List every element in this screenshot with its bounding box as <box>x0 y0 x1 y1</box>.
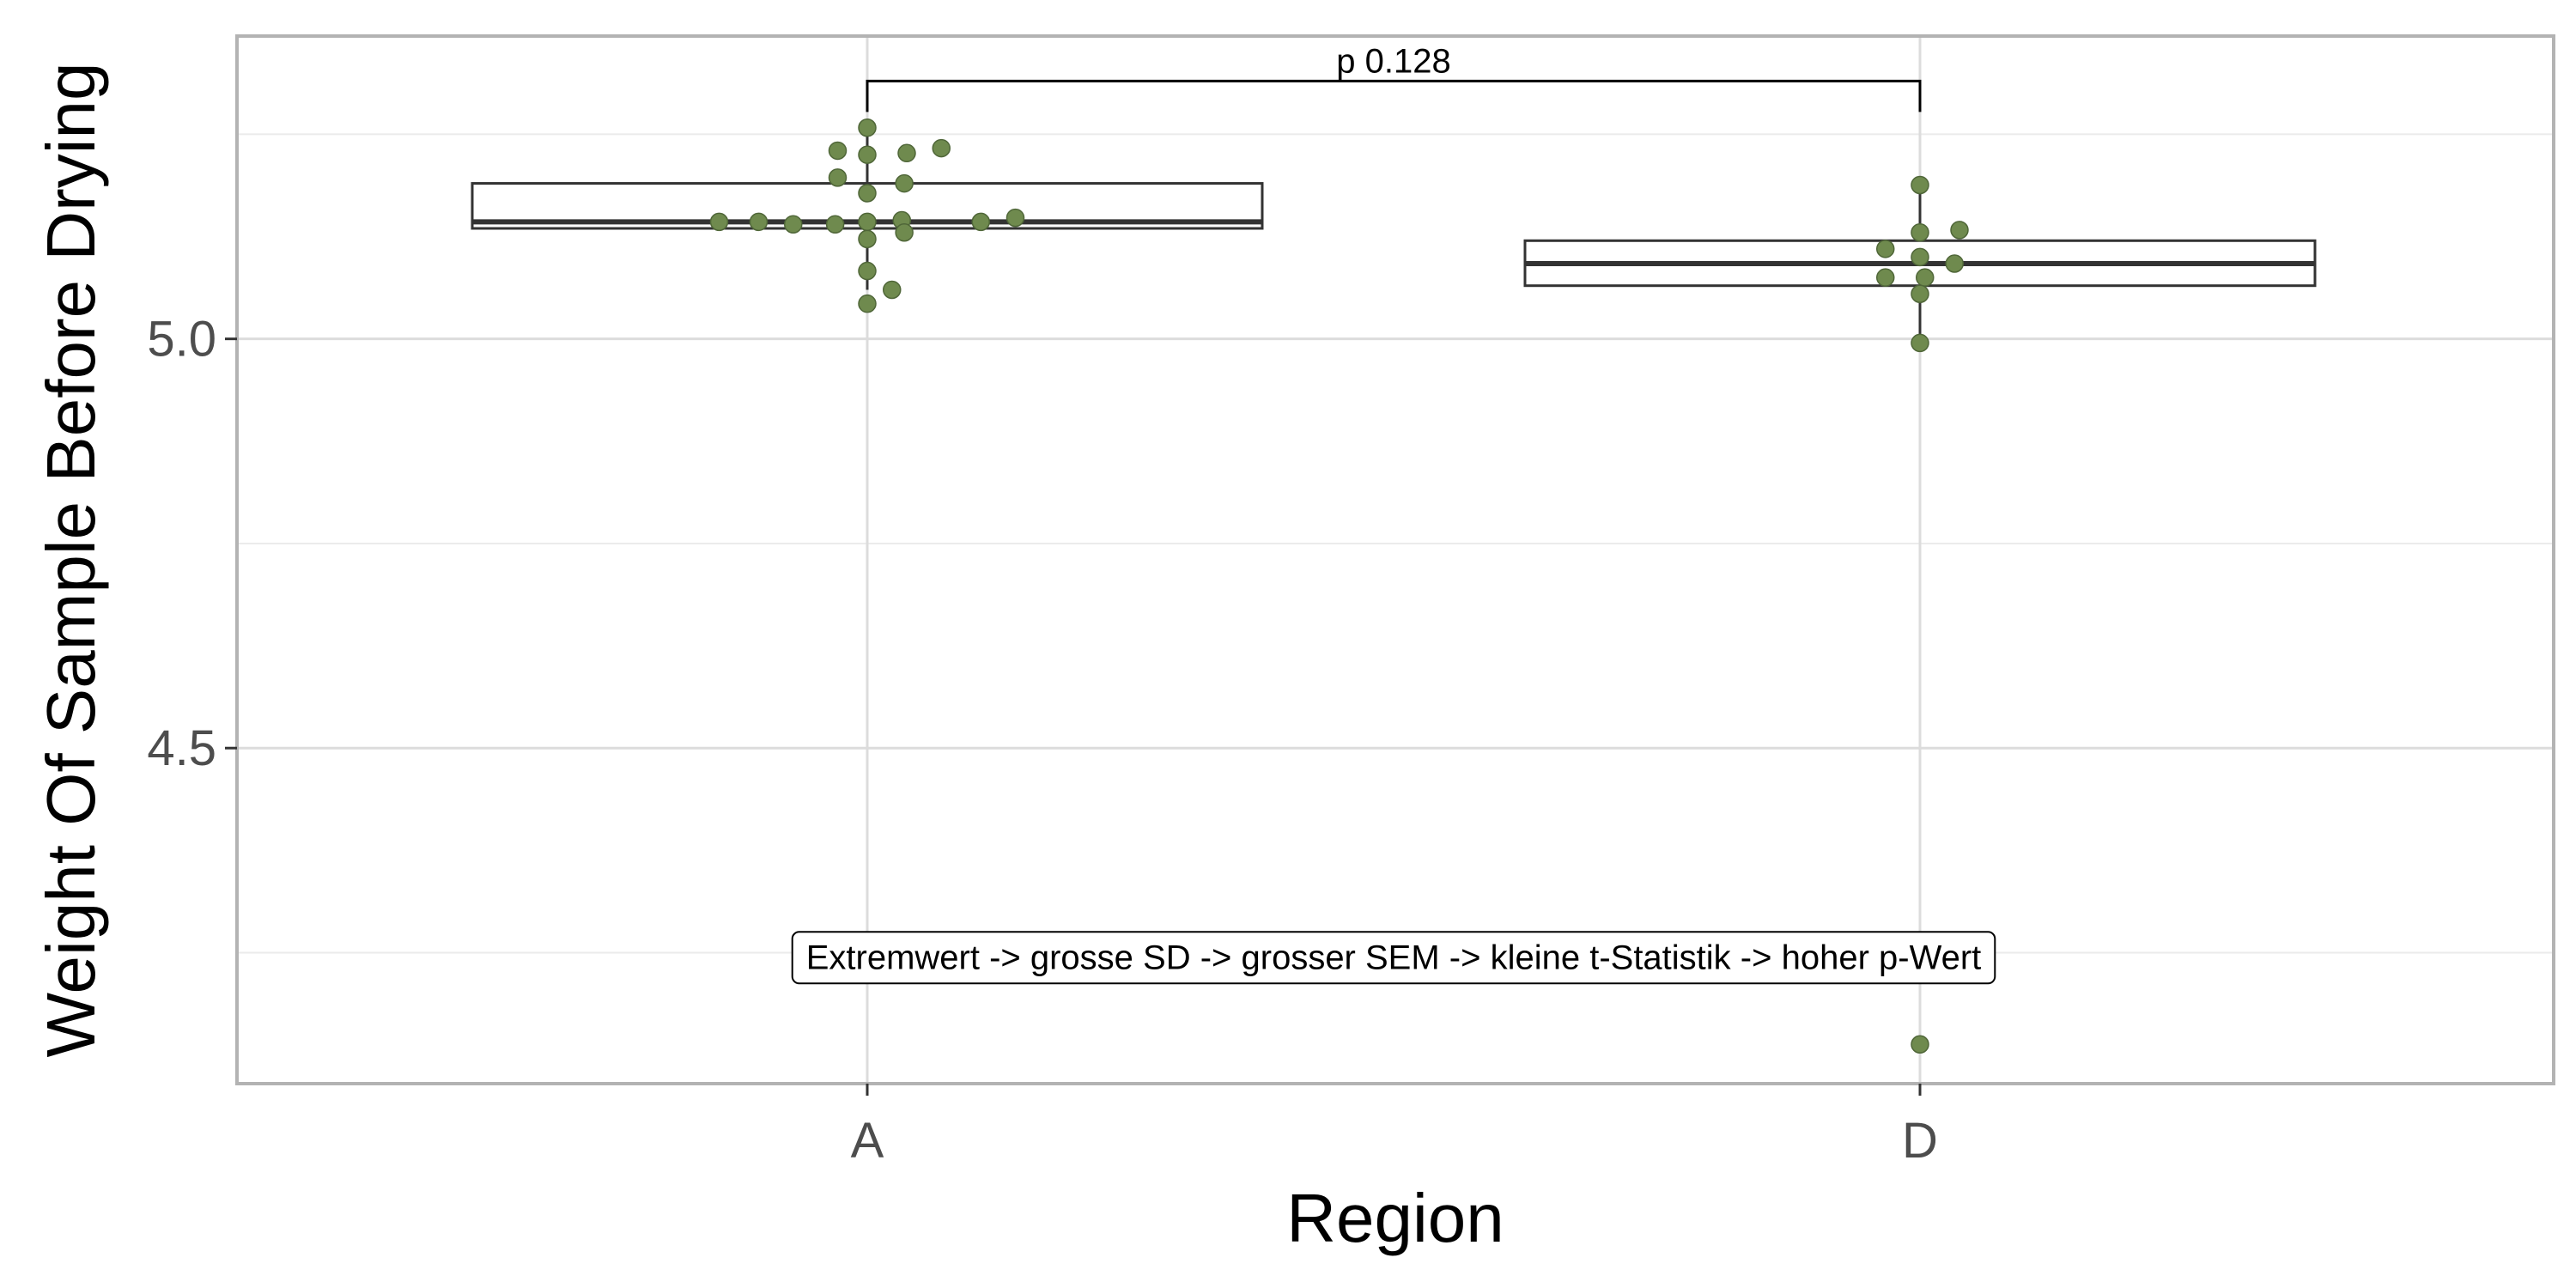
data-point <box>858 212 877 232</box>
data-point <box>825 215 845 234</box>
data-point <box>1876 268 1895 287</box>
y-tick-label: 5.0 <box>147 312 216 368</box>
data-point <box>1916 268 1935 287</box>
annotation-text: Extremwert -> grosse SD -> grosser SEM -… <box>806 939 1982 976</box>
data-point <box>1876 240 1895 258</box>
data-point <box>883 280 902 300</box>
axis-layer: 4.5 5.0 A D <box>147 312 1938 1169</box>
data-point <box>1911 1035 1929 1054</box>
data-point <box>971 212 990 232</box>
data-point <box>858 184 877 203</box>
y-axis-title: Weight Of Sample Before Drying <box>33 62 109 1057</box>
annotation-box <box>791 931 1996 985</box>
data-point <box>1911 247 1929 267</box>
data-point <box>828 141 848 161</box>
data-point <box>1911 223 1929 242</box>
data-point <box>784 215 803 234</box>
significance-label: p 0.128 <box>1336 42 1450 80</box>
data-point <box>932 138 951 158</box>
data-point <box>897 143 916 163</box>
data-point <box>1911 284 1929 303</box>
data-point <box>1950 221 1969 240</box>
data-point <box>858 261 877 281</box>
x-tick-label: D <box>1902 1113 1938 1169</box>
data-point <box>895 173 914 193</box>
data-point <box>1945 254 1964 273</box>
significance-bracket <box>866 79 1922 112</box>
data-point <box>858 118 877 137</box>
data-point <box>858 294 877 313</box>
y-tick-label: 4.5 <box>147 720 216 776</box>
panel-border <box>235 34 2555 1085</box>
data-point <box>828 168 848 187</box>
x-axis-title: Region <box>1286 1180 1504 1256</box>
data-point <box>858 229 877 249</box>
data-point <box>1911 175 1929 195</box>
data-point <box>858 145 877 164</box>
annotation-layer: p 0.128 Extremwert -> grosse SD -> grosse… <box>791 42 1996 985</box>
data-point <box>1911 333 1929 353</box>
box-layer <box>471 127 2317 343</box>
data-point <box>749 212 769 232</box>
data-point <box>895 223 914 242</box>
data-point <box>709 212 729 232</box>
x-tick-label: A <box>851 1113 884 1169</box>
data-point <box>1005 208 1025 228</box>
point-layer <box>709 118 1969 1054</box>
